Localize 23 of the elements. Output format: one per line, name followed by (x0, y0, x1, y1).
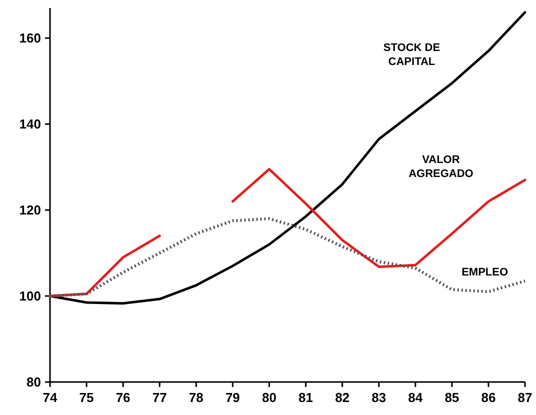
x-tick-label: 76 (116, 390, 130, 405)
x-tick-label: 75 (79, 390, 94, 405)
x-tick-label: 77 (152, 390, 167, 405)
x-tick-label: 87 (518, 390, 532, 405)
x-tick-label: 83 (372, 390, 386, 405)
y-tick-label: 120 (19, 202, 41, 218)
y-tick-label: 140 (19, 116, 41, 132)
y-tick-label: 100 (19, 288, 41, 304)
x-tick-label: 80 (262, 390, 276, 405)
y-tick-label: 80 (26, 374, 41, 390)
y-tick-label: 160 (19, 30, 41, 46)
x-tick-label: 81 (298, 390, 314, 405)
x-tick-label: 78 (188, 390, 204, 405)
text: VALOR AGREGADO (408, 154, 474, 180)
x-tick-label: 85 (444, 390, 460, 405)
series-label: EMPLEO (462, 266, 508, 278)
line-series (48, 217, 526, 298)
x-tick-label: 79 (225, 390, 240, 405)
x-tick-label: 82 (335, 390, 350, 405)
x-tick-label: 84 (408, 390, 424, 405)
x-tick-label: 74 (42, 390, 58, 405)
x-tick-label: 86 (481, 390, 496, 405)
series-label: STOCK DE CAPITAL (383, 42, 440, 68)
